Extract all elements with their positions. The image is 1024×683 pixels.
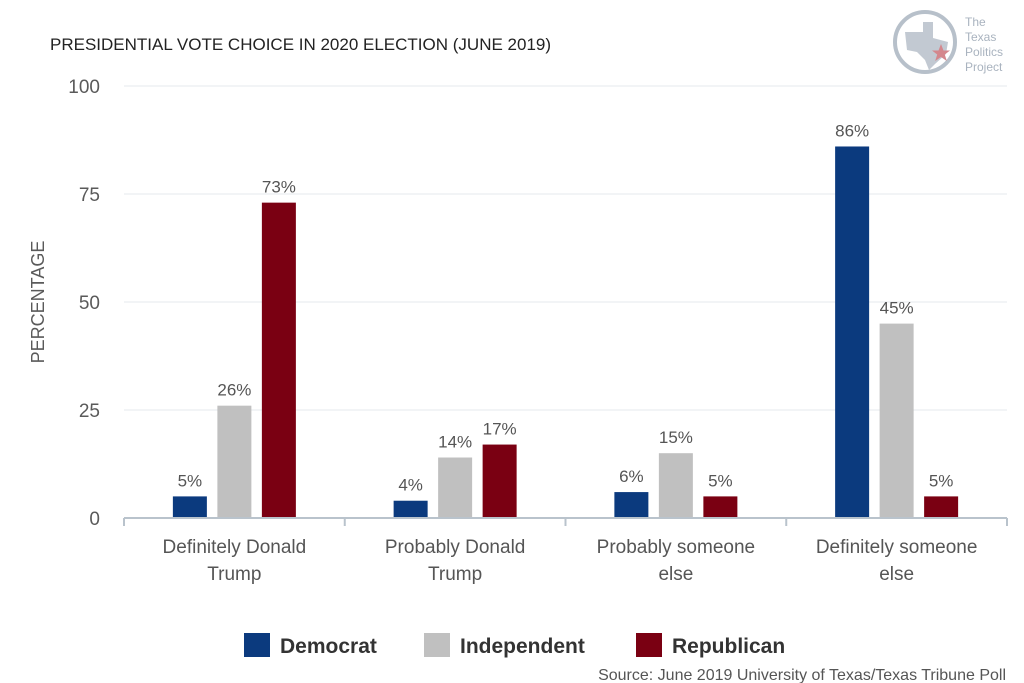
legend-item-independent: Independent [424, 633, 585, 658]
y-axis-label: PERCENTAGE [28, 241, 48, 364]
legend-label: Republican [672, 635, 785, 658]
data-label: 5% [929, 471, 954, 490]
y-tick-label: 100 [68, 77, 100, 98]
x-tick-label: Definitely someone [816, 537, 978, 558]
bar-independent [879, 323, 914, 518]
bar-democrat [835, 146, 870, 519]
legend-label: Independent [460, 635, 585, 658]
bar-republican [261, 202, 296, 518]
x-axis [123, 517, 1008, 526]
y-tick-label: 50 [79, 293, 100, 314]
data-label: 6% [619, 467, 644, 486]
bar-republican [703, 496, 738, 518]
bar-democrat [172, 496, 207, 518]
x-tick-label: else [879, 564, 914, 585]
data-label: 5% [178, 471, 203, 490]
logo-line-2: Texas [965, 30, 996, 44]
data-label: 73% [262, 178, 296, 197]
x-tick-label: Probably Donald [385, 537, 525, 558]
legend: Democrat Independent Republican [244, 633, 785, 658]
gridlines [124, 85, 1007, 411]
data-labels: 5% 26% 73% 4% 14% 17% 6% 15% 5% 86% 45% 5% [178, 121, 954, 494]
category-labels: Definitely Donald Trump Probably Donald Tru… [163, 537, 978, 585]
x-tick-label: else [658, 564, 693, 585]
x-tick-label: Definitely Donald [163, 537, 307, 558]
data-label: 14% [438, 433, 472, 452]
legend-item-democrat: Democrat [244, 633, 377, 658]
data-label: 4% [398, 476, 423, 495]
bar-independent [438, 457, 473, 518]
data-label: 26% [217, 381, 251, 400]
bar-democrat [614, 492, 649, 518]
y-tick-label: 75 [79, 185, 100, 206]
x-tick-label: Trump [428, 564, 482, 585]
x-tick-label: Probably someone [597, 537, 755, 558]
legend-swatch [424, 633, 450, 657]
data-label: 5% [708, 471, 733, 490]
x-tick-label: Trump [207, 564, 261, 585]
logo-line-4: Project [965, 60, 1003, 74]
legend-item-republican: Republican [636, 633, 785, 658]
y-tick-label: 0 [89, 509, 100, 530]
data-label: 15% [659, 428, 693, 447]
y-axis-ticks: 0 25 50 75 100 [68, 77, 100, 530]
logo-line-1: The [965, 15, 986, 29]
chart-title: PRESIDENTIAL VOTE CHOICE IN 2020 ELECTIO… [50, 35, 551, 54]
bar-independent [658, 453, 693, 518]
logo-line-3: Politics [965, 45, 1003, 59]
y-tick-label: 25 [79, 401, 100, 422]
bar-republican [924, 496, 959, 518]
logo: The Texas Politics Project [893, 10, 1003, 74]
bar-republican [482, 444, 517, 518]
texas-star-logo-icon [893, 10, 957, 74]
legend-label: Democrat [280, 635, 377, 658]
bar-independent [217, 405, 252, 518]
bars [172, 146, 959, 519]
data-label: 45% [880, 299, 914, 318]
source-note: Source: June 2019 University of Texas/Te… [598, 667, 1006, 683]
data-label: 86% [835, 121, 869, 140]
bar-democrat [393, 500, 428, 518]
data-label: 17% [483, 420, 517, 439]
legend-swatch [244, 633, 270, 657]
legend-swatch [636, 633, 662, 657]
